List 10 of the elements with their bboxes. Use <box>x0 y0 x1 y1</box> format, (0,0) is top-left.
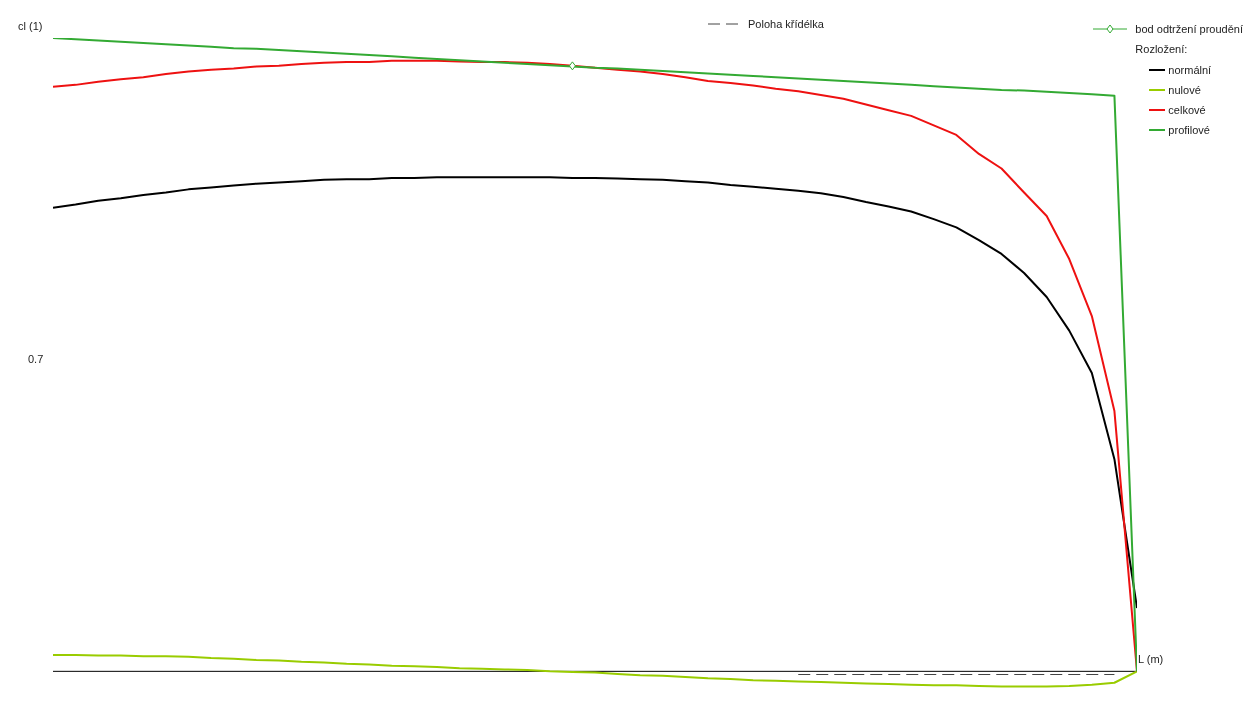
text: 0.7 <box>28 353 44 365</box>
x-axis-title: L (m) <box>1138 653 1164 666</box>
legend-label: profilové <box>1168 124 1210 136</box>
y-axis-title: cl (1) <box>18 20 43 32</box>
legend-label: normální <box>1168 64 1212 76</box>
legend-label: bod odtržení proudění <box>1135 23 1243 35</box>
legend-title: Rozložení: <box>1135 42 1189 57</box>
legend-label: Poloha křídélka <box>748 18 824 30</box>
legend-label: nulové <box>1168 84 1201 96</box>
legend-label: celkové <box>1168 104 1206 116</box>
